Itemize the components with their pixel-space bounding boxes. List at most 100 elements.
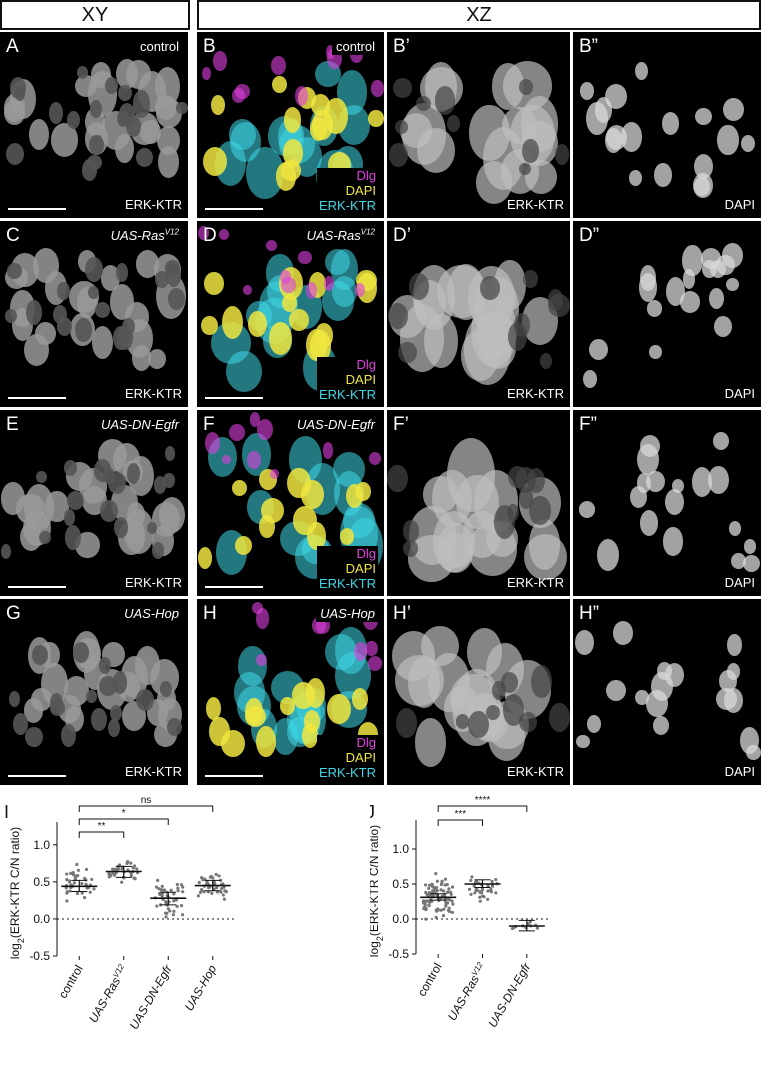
cell-blob	[583, 370, 597, 389]
legend-entry: DAPI	[316, 372, 378, 387]
cell-blob	[663, 527, 683, 556]
cell-blob	[395, 119, 409, 134]
cell-blob	[135, 147, 154, 167]
x-tick-label: UAS-DN-Egfr	[485, 960, 534, 1030]
cell-blob	[682, 244, 703, 277]
cell-blob	[352, 688, 369, 711]
data-point	[175, 904, 179, 908]
cell-blob	[270, 469, 280, 479]
cell-blob	[680, 291, 701, 313]
data-point	[154, 885, 159, 889]
channel-label: ERK-KTR	[506, 575, 564, 590]
data-point	[526, 922, 530, 926]
data-point	[222, 885, 226, 889]
condition-label: UAS-Hop	[120, 605, 183, 622]
cell-blob	[99, 657, 112, 675]
cell-blob	[646, 300, 663, 317]
data-point	[494, 877, 498, 882]
legend-entry: Dlg	[316, 735, 378, 750]
data-point	[160, 894, 164, 898]
cell-blob	[204, 432, 220, 455]
cell-blob	[529, 496, 551, 525]
y-tick-label: -0.5	[388, 947, 409, 961]
cell-blob	[256, 725, 276, 758]
data-point	[210, 891, 214, 895]
data-point	[469, 878, 473, 883]
data-point	[132, 876, 136, 880]
cell-blob	[273, 717, 298, 755]
data-point	[120, 867, 124, 871]
cell-blob	[531, 664, 552, 698]
cell-blob	[245, 697, 264, 726]
legend-entry: Dlg	[316, 168, 378, 183]
cell-blob	[283, 107, 302, 133]
data-point	[435, 909, 439, 913]
data-point	[181, 885, 185, 889]
legend-entry: ERK-KTR	[316, 198, 378, 213]
data-point	[428, 883, 432, 887]
panel-label: F	[203, 414, 215, 435]
data-point	[162, 888, 167, 892]
channel-label: DAPI	[724, 764, 755, 779]
cell-blob	[548, 293, 570, 317]
cell-blob	[371, 79, 384, 97]
cell-blob	[221, 730, 245, 758]
cell-blob	[480, 276, 501, 300]
cell-blob	[575, 629, 594, 655]
cell-blob	[305, 282, 317, 300]
cell-blob	[9, 690, 20, 708]
cell-blob	[0, 543, 12, 560]
data-point	[490, 879, 494, 884]
cell-blob	[89, 99, 103, 119]
cell-blob	[132, 345, 152, 371]
cell-blob	[280, 696, 296, 716]
cell-blob	[714, 315, 733, 338]
data-point	[197, 880, 201, 885]
legend-entry: DAPI	[316, 561, 378, 576]
data-point	[171, 913, 176, 917]
cell-blob	[717, 124, 739, 156]
cell-blob	[539, 352, 552, 370]
data-point	[69, 871, 73, 875]
cell-blob	[132, 90, 151, 118]
cell-blob	[434, 86, 456, 115]
significance-label: ****	[475, 795, 491, 806]
data-point	[135, 867, 139, 871]
cell-blob	[403, 520, 420, 542]
panel-label: H	[203, 603, 217, 624]
x-tick-label: control	[415, 961, 445, 999]
cell-blob	[455, 714, 470, 729]
significance-bracket	[437, 819, 483, 826]
cell-blob	[741, 134, 756, 152]
panel-label: D”	[579, 225, 600, 246]
data-point	[478, 899, 482, 903]
cell-blob	[461, 329, 499, 381]
cell-blob	[715, 687, 738, 711]
cell-blob	[160, 681, 172, 698]
cell-blob	[554, 144, 570, 166]
micrograph-panel: B” DAPI	[573, 32, 761, 218]
cell-blob	[606, 679, 626, 702]
cell-blob	[147, 521, 158, 534]
cell-blob	[666, 277, 686, 307]
cell-blob	[639, 435, 660, 458]
cell-blob	[408, 272, 430, 301]
data-point	[129, 873, 133, 878]
data-point	[442, 889, 446, 893]
cell-blob	[95, 302, 111, 319]
data-point	[72, 881, 77, 885]
cell-blob	[218, 229, 229, 240]
cell-blob	[393, 78, 412, 98]
cell-blob	[259, 514, 275, 538]
data-point	[445, 882, 449, 887]
cell-blob	[388, 303, 408, 329]
channel-label: ERK-KTR	[124, 764, 182, 779]
cell-blob	[38, 530, 52, 545]
data-point	[217, 874, 221, 878]
cell-blob	[5, 143, 24, 166]
chart-panel-label: J	[370, 802, 375, 822]
data-point	[112, 867, 117, 871]
micrograph-panel: F’ ERK-KTR	[387, 410, 570, 596]
data-point	[432, 885, 436, 890]
cell-blob	[249, 412, 261, 428]
